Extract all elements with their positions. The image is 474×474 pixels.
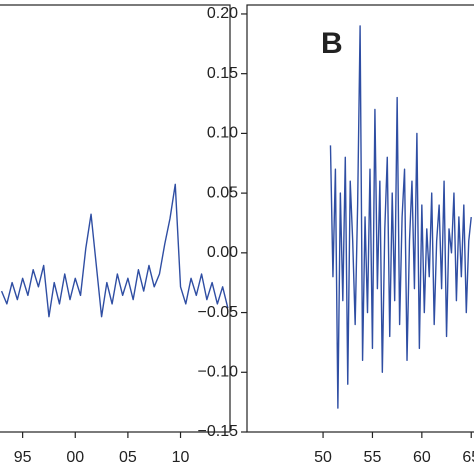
y-tick-label: 0.15: [207, 65, 238, 82]
x-tick-label: 60: [413, 449, 431, 466]
x-tick-label: 55: [364, 449, 382, 466]
plot-frame: [246, 4, 474, 433]
x-tick-label: 10: [172, 449, 190, 466]
y-tick-label: −0.15: [198, 423, 239, 440]
x-tick-label: 95: [14, 449, 32, 466]
y-tick-label: 0.20: [207, 5, 238, 22]
panel-label: B: [321, 27, 343, 60]
x-tick-label: 00: [66, 449, 84, 466]
x-tick-label: 05: [119, 449, 137, 466]
data-line: [0, 183, 229, 318]
x-tick-label: 65: [462, 449, 474, 466]
y-tick-label: −0.10: [198, 363, 239, 380]
data-line: [329, 25, 472, 409]
y-tick-label: −0.05: [198, 304, 239, 321]
y-tick-label: 0.00: [207, 244, 238, 261]
plot-frame: [0, 4, 231, 433]
x-tick-label: 50: [314, 449, 332, 466]
y-tick-label: 0.05: [207, 184, 238, 201]
y-tick-label: 0.10: [207, 125, 238, 142]
